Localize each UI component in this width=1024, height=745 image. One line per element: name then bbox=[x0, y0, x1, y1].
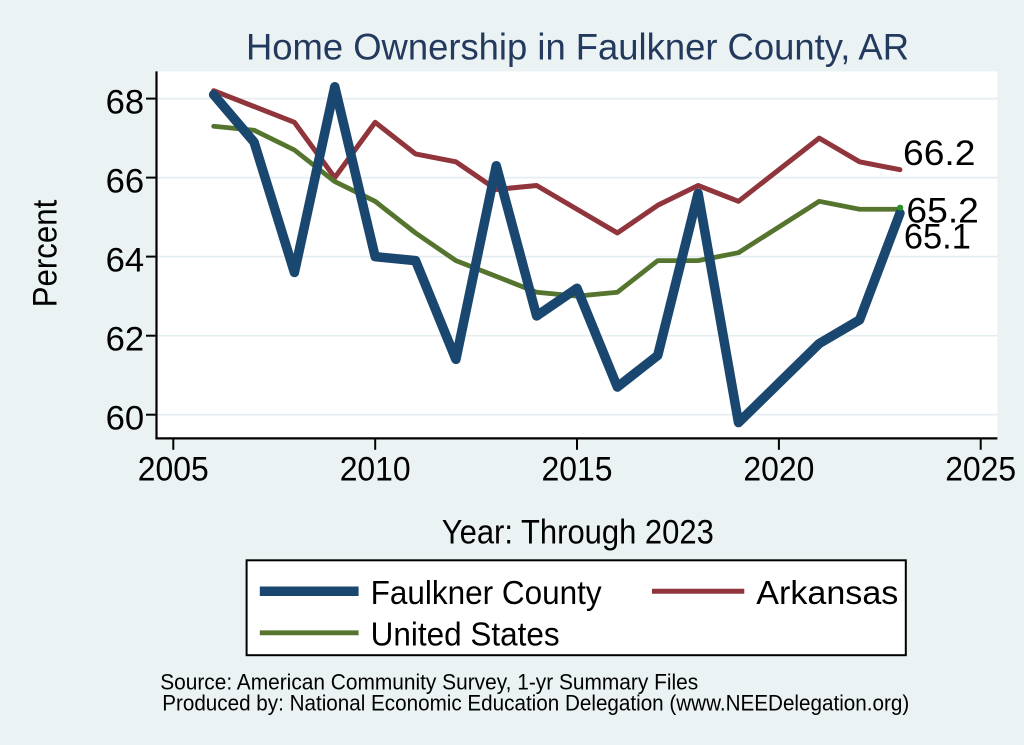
svg-text:64: 64 bbox=[106, 241, 145, 279]
svg-text:2020: 2020 bbox=[743, 450, 814, 488]
svg-text:65.2: 65.2 bbox=[906, 191, 979, 230]
svg-text:2025: 2025 bbox=[945, 450, 1016, 488]
svg-text:68: 68 bbox=[106, 83, 145, 121]
svg-text:66: 66 bbox=[106, 162, 145, 200]
svg-text:United States: United States bbox=[371, 617, 560, 654]
svg-text:Source: American Community Sur: Source: American Community Survey, 1-yr … bbox=[160, 669, 698, 694]
svg-text:Produced by: National Economic: Produced by: National Economic Education… bbox=[162, 691, 909, 716]
svg-text:Year: Through 2023: Year: Through 2023 bbox=[442, 514, 714, 552]
svg-text:62: 62 bbox=[106, 320, 145, 358]
svg-text:60: 60 bbox=[106, 399, 145, 437]
svg-text:Arkansas: Arkansas bbox=[756, 575, 898, 612]
svg-text:Home Ownership in Faulkner Cou: Home Ownership in Faulkner County, AR bbox=[246, 25, 909, 67]
svg-text:2005: 2005 bbox=[138, 450, 209, 488]
svg-text:2015: 2015 bbox=[542, 450, 613, 488]
svg-text:2010: 2010 bbox=[340, 450, 411, 488]
svg-text:Faulkner County: Faulkner County bbox=[371, 575, 602, 612]
svg-text:65.1: 65.1 bbox=[904, 217, 971, 256]
svg-text:Percent: Percent bbox=[27, 199, 65, 307]
svg-text:66.2: 66.2 bbox=[903, 134, 976, 173]
